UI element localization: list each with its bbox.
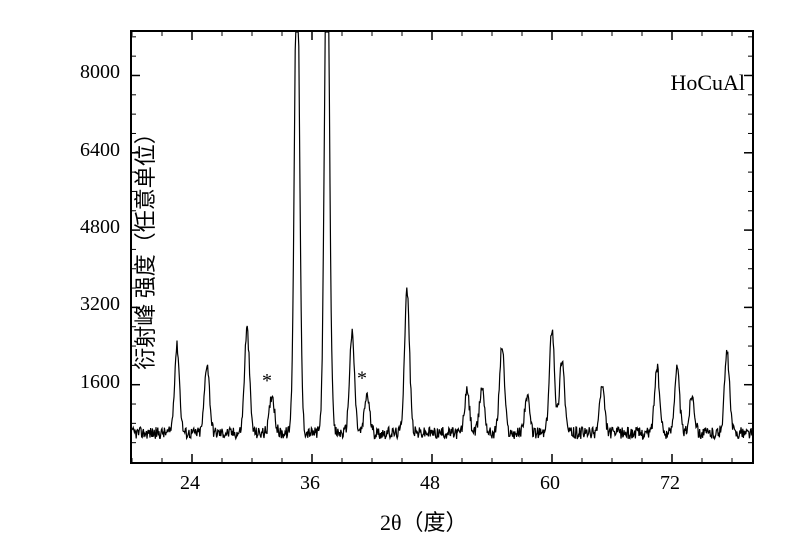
x-tick-label: 36 [295,472,325,495]
x-tick-label: 24 [175,472,205,495]
y-tick-label: 8000 [60,61,120,84]
y-tick-label: 4800 [60,216,120,239]
x-tick-label: 72 [655,472,685,495]
plot-area: ** [130,30,754,464]
sample-label: HoCuAl [670,70,745,96]
y-tick-label: 3200 [60,293,120,316]
chart-container: ** HoCuAl 衍射峰 强度（任意单位） 2θ（度） 16003200480… [0,0,800,555]
x-tick-label: 60 [535,472,565,495]
xrd-chart: ** [132,32,752,462]
y-axis-label: 衍射峰 强度（任意单位） [128,122,160,370]
y-tick-label: 1600 [60,371,120,394]
svg-text:*: * [262,370,272,392]
svg-text:*: * [357,368,367,390]
y-tick-label: 6400 [60,139,120,162]
x-axis-label: 2θ（度） [380,505,468,537]
x-tick-label: 48 [415,472,445,495]
